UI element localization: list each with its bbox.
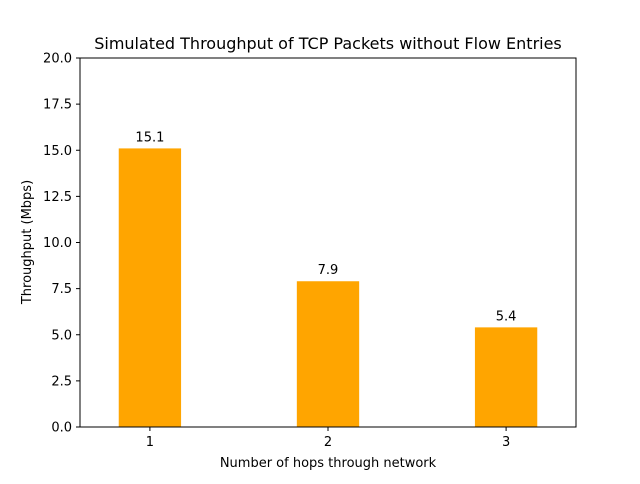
x-axis: 1 2 3 — [146, 427, 510, 450]
data-label-hop-3: 5.4 — [496, 309, 517, 324]
y-tick-label: 10.0 — [43, 236, 72, 251]
bar-hop-3 — [474, 327, 538, 427]
bar-hop-1 — [118, 148, 182, 427]
x-tick-label: 3 — [502, 435, 510, 450]
x-axis-label: Number of hops through network — [220, 456, 437, 471]
y-axis: 0.0 2.5 5.0 7.5 10.0 12.5 15.0 17.5 20.0 — [43, 52, 80, 436]
y-tick-label: 20.0 — [43, 52, 72, 67]
x-tick-label: 2 — [324, 435, 332, 450]
chart-title: Simulated Throughput of TCP Packets with… — [94, 34, 562, 53]
y-tick-label: 2.5 — [51, 374, 72, 389]
y-tick-label: 12.5 — [43, 190, 72, 205]
bar-hop-2 — [296, 281, 360, 427]
y-tick-label: 7.5 — [51, 282, 72, 297]
data-label-hop-1: 15.1 — [135, 130, 164, 145]
y-tick-label: 17.5 — [43, 98, 72, 113]
x-tick-label: 1 — [146, 435, 154, 450]
data-label-hop-2: 7.9 — [318, 263, 339, 278]
data-labels: 15.1 7.9 5.4 — [135, 130, 516, 324]
y-axis-label: Throughput (Mbps) — [20, 180, 35, 305]
bars-layer — [118, 148, 538, 427]
y-tick-label: 15.0 — [43, 144, 72, 159]
y-tick-label: 5.0 — [51, 328, 72, 343]
y-tick-label: 0.0 — [51, 421, 72, 436]
